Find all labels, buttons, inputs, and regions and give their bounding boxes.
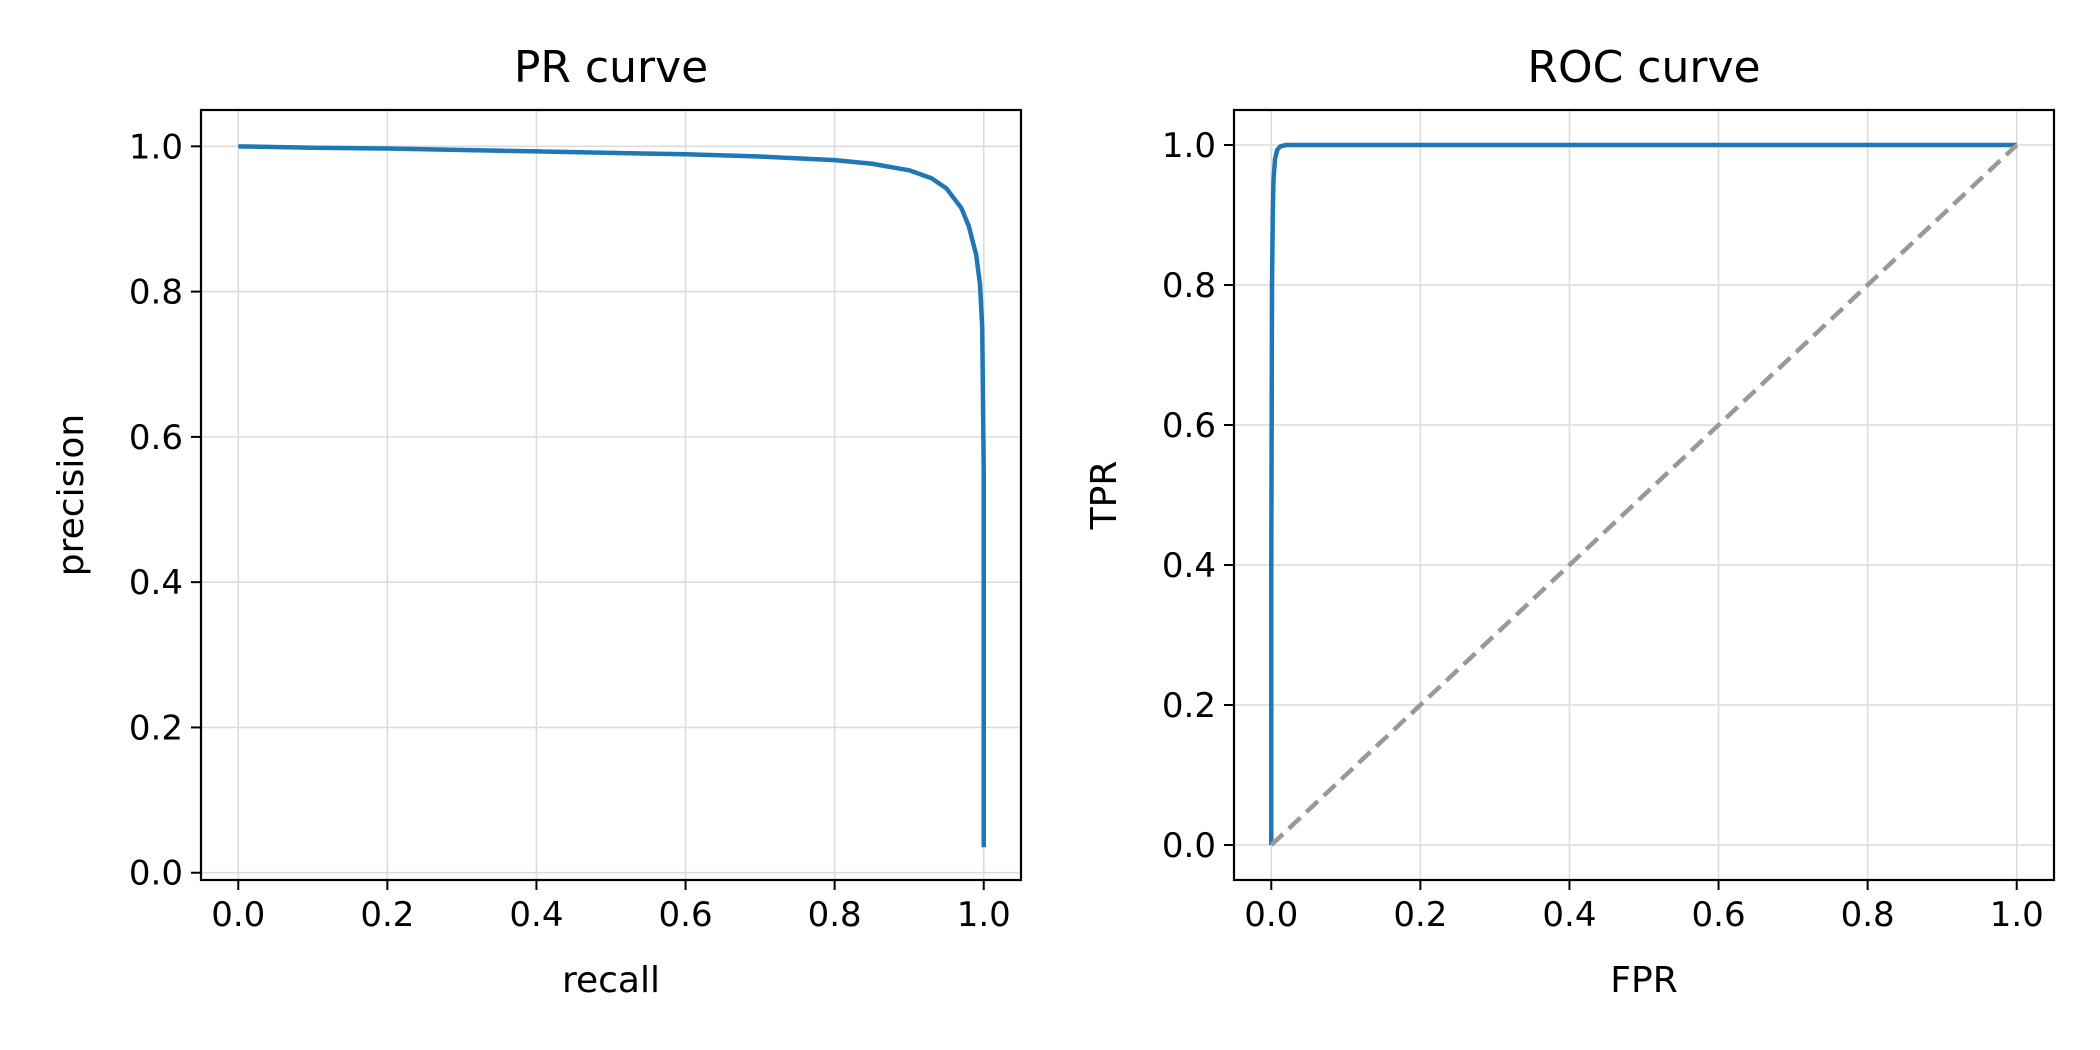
roc-ytick-label-5: 1.0 [1162, 126, 1216, 166]
pr-ytick-label-5: 1.0 [129, 127, 183, 167]
pr-yaxis-label: precision [51, 414, 92, 576]
pr-ytick-label-0: 0.0 [129, 854, 183, 894]
roc-xtick-label-3: 0.6 [1692, 895, 1746, 935]
pr-ytick-label-4: 0.8 [129, 273, 183, 313]
roc-ytick-label-4: 0.8 [1162, 266, 1216, 306]
roc-ytick-label-0: 0.0 [1162, 826, 1216, 866]
roc-xtick-label-5: 1.0 [1990, 895, 2044, 935]
pr-ytick-label-2: 0.4 [129, 563, 183, 603]
roc-xtick-label-4: 0.8 [1841, 895, 1895, 935]
roc-title: ROC curve [1527, 42, 1760, 93]
pr-ytick-label-3: 0.6 [129, 418, 183, 458]
roc-xtick-label-0: 0.0 [1244, 895, 1298, 935]
pr-xtick-label-3: 0.6 [659, 895, 713, 935]
pr-xtick-label-4: 0.8 [808, 895, 862, 935]
pr-xtick-label-5: 1.0 [957, 895, 1011, 935]
pr-xaxis-label: recall [562, 960, 660, 1001]
roc-xtick-label-1: 0.2 [1393, 895, 1447, 935]
roc-axes-frame [1232, 108, 2056, 882]
pr-xtick-label-2: 0.4 [509, 895, 563, 935]
pr-title: PR curve [514, 42, 708, 93]
roc-yaxis-label: TPR [1084, 461, 1125, 531]
pr-series-0-line [238, 144, 986, 848]
roc-series-1-line [1269, 143, 2019, 847]
pr-xtick-label-1: 0.2 [360, 895, 414, 935]
pr-ytick-label-1: 0.2 [129, 708, 183, 748]
roc-xtick-label-2: 0.4 [1542, 895, 1596, 935]
roc-xaxis-label: FPR [1610, 960, 1677, 1001]
pr-xtick-label-0: 0.0 [211, 895, 265, 935]
roc-ytick-label-3: 0.6 [1162, 406, 1216, 446]
roc-series-0-line [1269, 142, 2017, 845]
roc-ytick-label-1: 0.2 [1162, 686, 1216, 726]
pr-axes-frame [199, 108, 1023, 882]
roc-ytick-label-2: 0.4 [1162, 546, 1216, 586]
